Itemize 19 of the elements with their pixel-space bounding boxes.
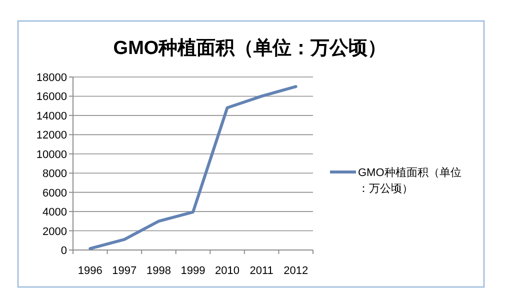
x-tick-label: 1997 bbox=[112, 265, 137, 277]
y-tick-label: 8000 bbox=[42, 168, 67, 180]
chart-title: GMO种植面积（单位：万公顷） bbox=[113, 37, 387, 59]
y-tick-label: 16000 bbox=[36, 91, 67, 104]
y-tick-label: 10000 bbox=[36, 148, 67, 161]
y-tick-label: 12000 bbox=[36, 130, 67, 142]
x-tick-label: 2012 bbox=[284, 265, 308, 277]
y-tick-label: 4000 bbox=[42, 206, 67, 219]
x-tick-label: 1998 bbox=[146, 265, 171, 277]
y-tick-label: 6000 bbox=[42, 187, 67, 200]
y-tick-label: 18000 bbox=[36, 72, 67, 84]
x-tick-label: 1996 bbox=[78, 265, 102, 277]
legend-label: GMO种植面积（单位：万公顷） bbox=[358, 166, 462, 195]
y-tick-label: 0 bbox=[60, 245, 67, 257]
y-tick-label: 2000 bbox=[42, 226, 67, 238]
x-tick-label: 2010 bbox=[215, 265, 240, 277]
x-tick-label: 1999 bbox=[180, 265, 206, 277]
x-tick-label: 2011 bbox=[250, 265, 274, 277]
y-tick-label: 14000 bbox=[36, 110, 67, 122]
